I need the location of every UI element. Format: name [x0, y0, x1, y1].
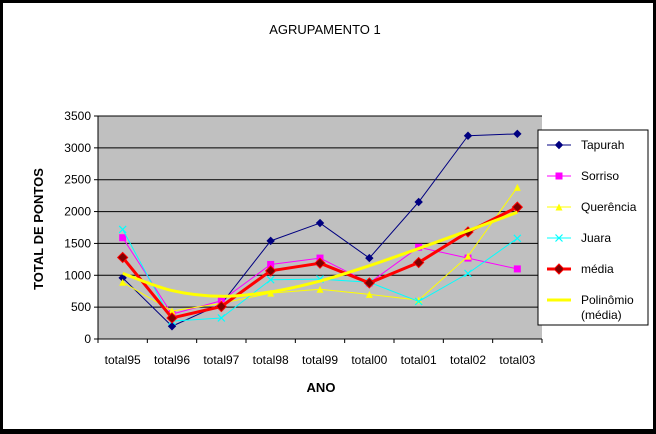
legend-label: Tapurah: [581, 138, 624, 152]
data-point: [464, 252, 472, 260]
data-point: [555, 203, 563, 211]
data-point: [464, 269, 472, 278]
legend-label: Juara: [581, 231, 611, 245]
legend-box: [537, 129, 649, 326]
y-tick-label: 1000: [64, 268, 91, 282]
chart-title: AGRUPAMENTO 1: [269, 22, 380, 37]
x-tick-label: total99: [302, 353, 338, 367]
y-tick-label: 2000: [64, 205, 91, 219]
legend-entry: média: [547, 262, 614, 276]
data-point: [513, 265, 521, 273]
gridlines: [98, 115, 542, 308]
x-axis-label: ANO: [307, 380, 336, 395]
data-point: [513, 129, 522, 139]
data-point: [316, 285, 324, 293]
data-point: [266, 275, 275, 284]
legend-entry: Polinômio (média): [547, 293, 634, 322]
data-point: [463, 131, 473, 140]
x-tick-label: total01: [401, 353, 437, 367]
x-tick-label: total97: [203, 353, 239, 367]
data-point: [315, 218, 325, 228]
data-point: [513, 183, 521, 191]
data-point: [414, 197, 423, 207]
data-point: [553, 263, 565, 275]
series-5: [122, 210, 518, 298]
y-tick-label: 3000: [64, 141, 91, 155]
data-point: [267, 260, 275, 268]
line-chart: AGRUPAMENTO 1 0 500 1000 1500 2000 2500 3000 35…: [31, 22, 649, 395]
data-point: [555, 172, 563, 180]
legend-entry: Querência: [547, 200, 637, 214]
data-point: [119, 278, 127, 286]
data-point: [168, 307, 176, 315]
x-tick-label: total98: [253, 353, 289, 367]
data-point: [215, 300, 228, 313]
y-tick-label: 0: [84, 332, 91, 346]
series-2: [119, 183, 521, 315]
data-point: [166, 312, 178, 324]
data-point: [167, 322, 177, 331]
series-4: [116, 201, 524, 324]
legend-entry: Juara: [547, 231, 611, 245]
x-tick-label: total00: [351, 353, 387, 367]
legend-entry: Tapurah: [547, 138, 624, 152]
x-tick-label: total96: [154, 353, 190, 367]
y-tick-label: 3500: [64, 109, 91, 123]
data-point: [412, 256, 425, 269]
data-point: [118, 225, 127, 234]
chart-area: AGRUPAMENTO 1 0 500 1000 1500 2000 2500 3000 35…: [3, 3, 653, 429]
data-point: [119, 234, 127, 242]
data-point: [555, 234, 563, 242]
y-tick-label: 500: [71, 300, 91, 314]
y-tick-label: 1500: [64, 236, 91, 250]
x-axis-ticks: total95 total96 total97 total98 total99 total…: [97, 339, 543, 367]
data-point: [511, 201, 524, 213]
x-tick-label: total95: [105, 353, 141, 367]
data-point: [264, 265, 277, 277]
data-point: [414, 297, 423, 306]
x-tick-label: total02: [450, 353, 486, 367]
data-point: [116, 251, 129, 264]
data-point: [513, 234, 522, 243]
data-point: [363, 277, 376, 289]
legend-label: Polinômio (média): [581, 293, 634, 322]
x-tick-label: total03: [499, 353, 535, 367]
data-point: [314, 257, 326, 269]
legend-entry: Sorriso: [547, 169, 619, 183]
legend-label: Querência: [581, 200, 637, 214]
series-line: [122, 210, 518, 298]
y-axis-label: TOTAL DE PONTOS: [31, 168, 46, 290]
y-tick-label: 2500: [64, 173, 91, 187]
data-point: [554, 140, 564, 150]
series-3: [118, 225, 522, 326]
y-axis-ticks: 0 500 1000 1500 2000 2500 3000 3500: [64, 109, 98, 346]
data-point: [266, 236, 275, 246]
series-layer: [116, 129, 524, 331]
legend-label: Sorriso: [581, 169, 619, 183]
data-point: [217, 314, 226, 322]
data-point: [365, 290, 373, 298]
legend-label: média: [581, 262, 614, 276]
legend: Tapurah Sorriso Querência Juara média Polinôm…: [537, 129, 649, 326]
data-point: [415, 296, 423, 304]
data-point: [365, 253, 374, 263]
